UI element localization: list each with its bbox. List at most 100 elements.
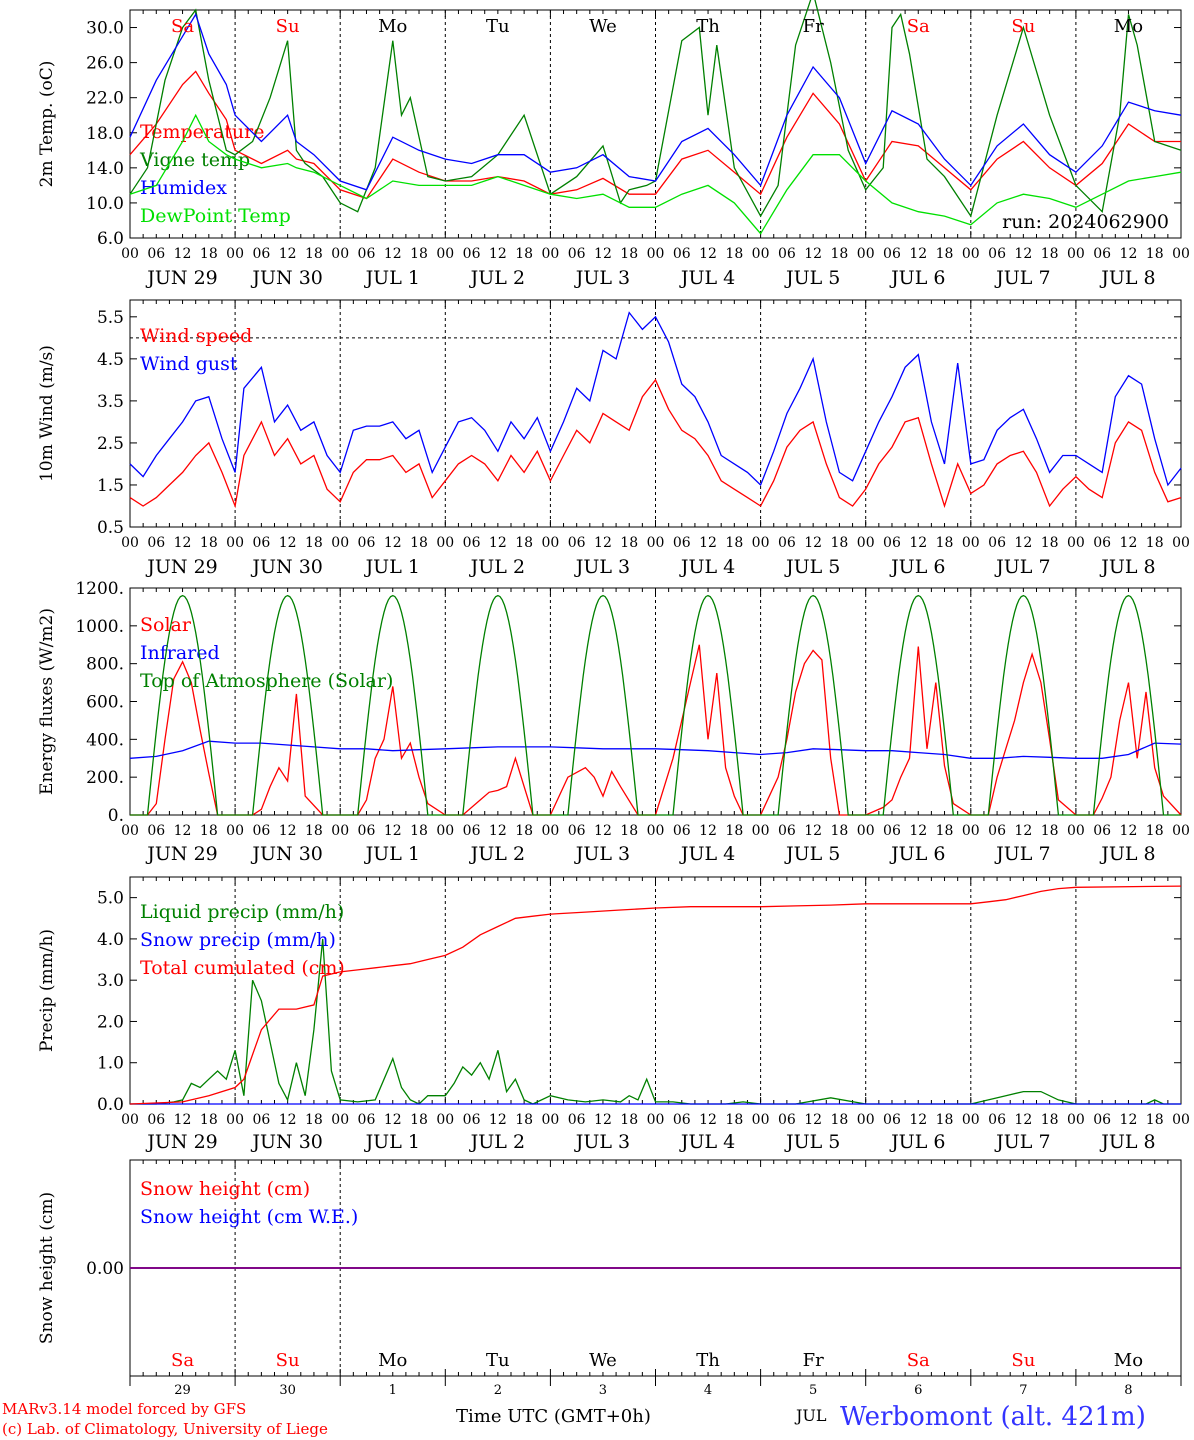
copyright-credit: (c) Lab. of Climatology, University of L… (2, 1420, 328, 1438)
hour-tick-label: 00 (226, 246, 244, 262)
hour-tick-label: 06 (252, 823, 270, 839)
y-tick-label: 5.0 (97, 889, 124, 909)
y-tick-label: 200. (86, 768, 124, 788)
date-label: JUL 8 (1099, 556, 1155, 578)
hour-tick-label: 06 (147, 535, 165, 551)
hour-tick-label: 00 (1172, 1112, 1190, 1128)
hour-tick-label: 00 (541, 823, 559, 839)
series-line-dewpoint-temp (129, 113, 1182, 235)
time-axis-label: Time UTC (GMT+0h) (456, 1406, 651, 1427)
date-label: JUN 29 (145, 1131, 217, 1153)
day-number-label: 3 (599, 1383, 607, 1398)
hour-tick-label: 18 (515, 1112, 533, 1128)
date-label: JUL 5 (784, 1131, 840, 1153)
hour-tick-label: 06 (252, 1112, 270, 1128)
hour-tick-label: 18 (1041, 823, 1059, 839)
legend-entry: Snow precip (mm/h) (140, 929, 336, 951)
weekday-label: We (589, 1350, 617, 1371)
date-label: JUL 7 (994, 1131, 1050, 1153)
hour-tick-label: 18 (831, 535, 849, 551)
y-tick-label: 1.5 (97, 476, 124, 496)
date-label: JUL 3 (574, 267, 630, 289)
weekday-label: We (589, 16, 617, 37)
weekday-label: Su (276, 16, 300, 37)
station-name: Werbomont (alt. 421m) (840, 1402, 1146, 1432)
hour-tick-label: 12 (1120, 535, 1138, 551)
legend-entry: Solar (140, 614, 192, 636)
hour-tick-label: 18 (515, 246, 533, 262)
y-tick-label: 1000. (75, 617, 124, 637)
hour-tick-label: 00 (962, 246, 980, 262)
hour-tick-label: 00 (1067, 823, 1085, 839)
date-label: JUL 1 (364, 556, 420, 578)
date-label: JUL 3 (574, 556, 630, 578)
hour-tick-label: 18 (936, 535, 954, 551)
legend-entry: DewPoint Temp (140, 205, 291, 227)
hour-tick-label: 18 (725, 1112, 743, 1128)
hour-tick-label: 18 (200, 823, 218, 839)
hour-tick-label: 12 (489, 1112, 507, 1128)
hour-tick-label: 06 (1093, 823, 1111, 839)
hour-tick-label: 18 (1146, 246, 1164, 262)
hour-tick-label: 18 (936, 1112, 954, 1128)
y-tick-label: 3.0 (97, 971, 124, 991)
weekday-label: Fr (803, 16, 824, 37)
date-label: JUL 6 (889, 1131, 945, 1153)
hour-tick-label: 06 (568, 1112, 586, 1128)
legend-entry: Infrared (140, 642, 220, 664)
hour-tick-label: 06 (778, 535, 796, 551)
hour-tick-label: 18 (200, 535, 218, 551)
hour-tick-label: 00 (436, 1112, 454, 1128)
hour-tick-label: 12 (384, 1112, 402, 1128)
hour-tick-label: 12 (384, 535, 402, 551)
hour-tick-label: 18 (1041, 246, 1059, 262)
hour-tick-label: 06 (778, 1112, 796, 1128)
hour-tick-label: 06 (463, 823, 481, 839)
hour-tick-label: 18 (620, 1112, 638, 1128)
legend-entry: Total cumulated (cm) (140, 957, 345, 979)
legend-entry: Snow height (cm W.E.) (140, 1206, 358, 1228)
legend-entry: Wind gust (140, 353, 238, 375)
hour-tick-label: 00 (857, 535, 875, 551)
hour-tick-label: 12 (804, 246, 822, 262)
date-label: JUL 6 (889, 267, 945, 289)
weekday-label: Th (696, 16, 720, 37)
hour-tick-label: 12 (174, 246, 192, 262)
hour-tick-label: 06 (568, 535, 586, 551)
weekday-label: Mo (1114, 1350, 1143, 1371)
hour-tick-label: 12 (804, 1112, 822, 1128)
hour-tick-label: 06 (883, 246, 901, 262)
date-label: JUL 6 (889, 556, 945, 578)
day-number-label: 7 (1019, 1383, 1027, 1398)
y-axis-title: Energy fluxes (W/m2) (37, 608, 57, 795)
y-axis-title: 10m Wind (m/s) (37, 345, 57, 482)
hour-tick-label: 00 (962, 823, 980, 839)
hour-tick-label: 06 (1093, 246, 1111, 262)
model-credit: MARv3.14 model forced by GFS (2, 1400, 247, 1418)
hour-tick-label: 18 (305, 1112, 323, 1128)
hour-tick-label: 18 (1041, 1112, 1059, 1128)
weekday-label: Mo (378, 16, 407, 37)
hour-tick-label: 06 (883, 1112, 901, 1128)
hour-tick-label: 06 (988, 535, 1006, 551)
hour-tick-label: 18 (831, 1112, 849, 1128)
date-label: JUN 29 (145, 267, 217, 289)
series-line-wind-speed (129, 378, 1182, 509)
hour-tick-label: 00 (647, 535, 665, 551)
y-tick-label: 30.0 (86, 19, 124, 39)
y-tick-label: 800. (86, 655, 124, 675)
hour-tick-label: 00 (647, 246, 665, 262)
hour-tick-label: 00 (226, 535, 244, 551)
date-label: JUL 7 (994, 843, 1050, 865)
weekday-label: Tu (486, 16, 510, 37)
hour-tick-label: 12 (1014, 823, 1032, 839)
hour-tick-label: 06 (147, 823, 165, 839)
series-line-solar (130, 644, 1182, 816)
hour-tick-label: 18 (1146, 535, 1164, 551)
weekday-label: Sa (171, 16, 194, 37)
series-line-humidex (129, 12, 1182, 191)
date-label: JUL 5 (784, 843, 840, 865)
hour-tick-label: 00 (1067, 1112, 1085, 1128)
hour-tick-label: 12 (489, 535, 507, 551)
day-number-label: 6 (914, 1383, 922, 1398)
